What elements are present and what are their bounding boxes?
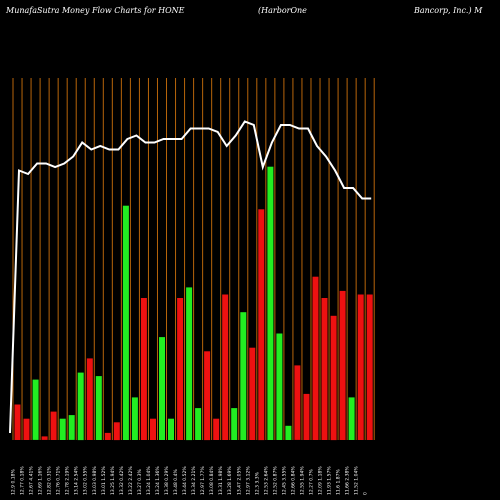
x-tick-label: 13.08 0.84% — [209, 466, 215, 495]
x-tick-label: 13.31 1.98% — [218, 466, 224, 495]
x-tick-label: 13.27 0.3% — [137, 469, 143, 495]
x-tick-label: 13.28 1.69% — [227, 466, 233, 495]
chart-title-left: MunafaSutra Money Flow Charts for HONE — [6, 6, 185, 15]
x-tick-label: 13.32 0.42% — [119, 466, 125, 495]
x-tick-label: 12.97 1.77% — [200, 466, 206, 495]
x-tick-label: 12.78 2.19% — [65, 466, 71, 495]
money-flow-bar — [131, 397, 138, 440]
money-flow-bar — [168, 418, 174, 440]
x-tick-label: 12.69 1.16% — [38, 466, 44, 495]
money-flow-bar — [258, 209, 265, 441]
x-tick-label: 13.01 1.52% — [101, 466, 107, 495]
money-flow-bar — [104, 432, 111, 440]
money-flow-bar — [303, 393, 310, 440]
money-flow-bar — [140, 298, 147, 440]
money-flow-bar — [276, 333, 283, 440]
money-flow-bar — [14, 404, 21, 440]
x-tick-label: 12.53 2.64% — [263, 466, 269, 495]
money-flow-bar — [122, 205, 129, 440]
x-tick-label: 0 — [363, 492, 369, 495]
x-tick-label: 12.97 3.12% — [245, 466, 251, 495]
x-tick-label: 12.66 0.84% — [290, 466, 296, 495]
x-tick-label: 13.22 2.42% — [128, 466, 134, 495]
x-tick-label: 11.6 1.87% — [336, 469, 342, 495]
money-flow-bar — [213, 418, 220, 440]
x-tick-label: 13.48 0.4% — [173, 469, 179, 495]
money-flow-bars — [14, 166, 373, 441]
x-tick-label: 13.14 2.54% — [74, 466, 80, 495]
money-flow-bar — [32, 379, 39, 440]
money-flow-bar — [86, 358, 93, 440]
money-flow-bar — [231, 408, 238, 440]
money-flow-bar — [366, 294, 373, 440]
price-line — [9, 120, 372, 434]
money-flow-bar — [294, 365, 301, 440]
money-flow-bar — [240, 312, 247, 440]
x-tick-label: 12.82 0.31% — [47, 466, 53, 495]
money-flow-bar — [348, 397, 355, 440]
x-tick-label: 13.24 1.04% — [146, 466, 152, 495]
x-tick-label: 12.45 3.55% — [281, 466, 287, 495]
x-tick-label: 12.09 1.18% — [318, 466, 324, 495]
x-tick-label: 12.67 4.41% — [29, 466, 35, 495]
x-axis-labels: 12.9 0.18% 12.77 0.18% 12.67 4.41% 12.69 1.… — [11, 466, 369, 495]
money-flow-bar — [50, 411, 57, 440]
x-tick-label: 12.76 0.71% — [56, 466, 62, 495]
x-tick-label: 13.34 2.21% — [191, 466, 197, 495]
money-flow-bar — [321, 298, 328, 440]
x-tick-label: 13.03 0.98% — [92, 466, 98, 495]
money-flow-bar — [59, 418, 66, 440]
x-tick-label: 12.55 1.94% — [299, 466, 305, 495]
money-flow-bar — [77, 372, 84, 441]
chart-title-right: Bancorp, Inc.) M — [414, 6, 483, 15]
money-flow-bar — [177, 298, 184, 440]
money-flow-bar — [68, 415, 75, 440]
x-tick-label: 13.47 2.05% — [236, 466, 242, 495]
x-tick-label: 12.77 0.18% — [20, 466, 26, 495]
x-tick-label: 11.66 2.38% — [345, 466, 351, 495]
money-flow-bar — [249, 347, 256, 440]
money-flow-bar — [222, 294, 229, 440]
x-tick-label: 13.38 0.29% — [164, 466, 170, 495]
x-tick-label: 11.52 1.04% — [354, 466, 360, 495]
money-flow-bar — [267, 166, 274, 440]
x-tick-label: 12.9 0.18% — [11, 469, 17, 495]
money-flow-bar — [285, 425, 292, 440]
money-flow-bar — [204, 351, 211, 441]
x-tick-label: 12.52 0.87% — [272, 466, 278, 495]
money-flow-bar — [312, 276, 319, 440]
x-tick-label: 12.27 0.7% — [308, 469, 314, 495]
money-flow-bar — [95, 376, 102, 440]
x-tick-label: 12.3 3.3% — [254, 471, 260, 495]
money-flow-bar — [339, 290, 346, 440]
money-flow-bar — [357, 294, 364, 440]
x-tick-label: 13.44 0.52% — [182, 466, 188, 495]
grid-lines — [12, 78, 375, 440]
money-flow-bar — [41, 436, 48, 440]
chart-title-middle: (HarborOne — [258, 6, 307, 15]
money-flow-bar — [195, 408, 202, 440]
money-flow-bar — [186, 287, 193, 441]
money-flow-bar — [23, 418, 30, 440]
x-tick-label: 11.93 1.57% — [327, 466, 333, 495]
money-flow-bar — [150, 418, 156, 440]
money-flow-bar — [113, 422, 120, 441]
x-tick-label: 13.25 1.94% — [110, 466, 116, 495]
money-flow-bar — [159, 337, 165, 440]
price-line-layer — [9, 120, 372, 434]
money-flow-bar — [330, 315, 337, 441]
x-tick-label: 13.24 1.36% — [155, 466, 161, 495]
x-tick-label: 13.02 0.55% — [83, 466, 89, 495]
